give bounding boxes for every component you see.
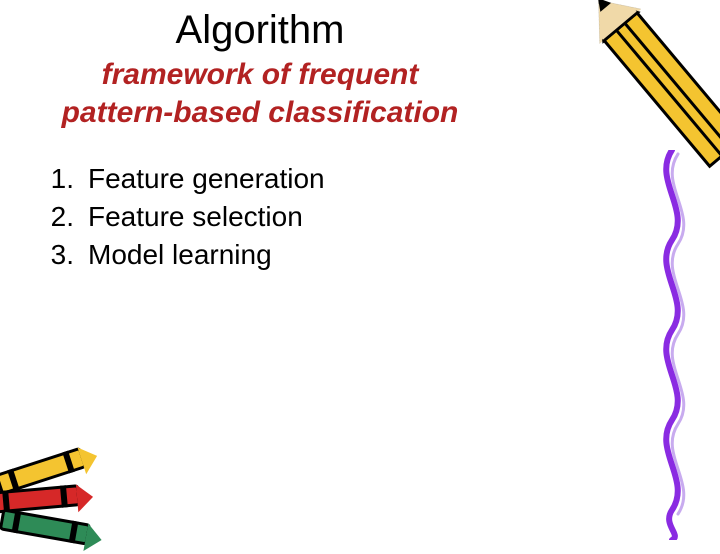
slide-title: Algorithm — [0, 8, 520, 53]
list-number: 2. — [44, 198, 88, 236]
numbered-list: 1. Feature generation 2. Feature selecti… — [44, 160, 325, 273]
subtitle-line-2: pattern-based classification — [62, 96, 459, 129]
list-item: 1. Feature generation — [44, 160, 325, 198]
list-number: 3. — [44, 236, 88, 274]
slide-subtitle: framework of frequent pattern-based clas… — [0, 56, 520, 131]
crayon-green — [0, 508, 91, 545]
list-text: Feature generation — [88, 160, 325, 198]
crayons-cluster — [0, 430, 140, 550]
list-text: Feature selection — [88, 198, 303, 236]
subtitle-line-1: framework of frequent — [102, 58, 419, 91]
list-number: 1. — [44, 160, 88, 198]
list-item: 3. Model learning — [44, 236, 325, 274]
pencil-barrel — [600, 9, 720, 169]
list-text: Model learning — [88, 236, 272, 274]
list-item: 2. Feature selection — [44, 198, 325, 236]
wave-decoration — [642, 150, 702, 540]
